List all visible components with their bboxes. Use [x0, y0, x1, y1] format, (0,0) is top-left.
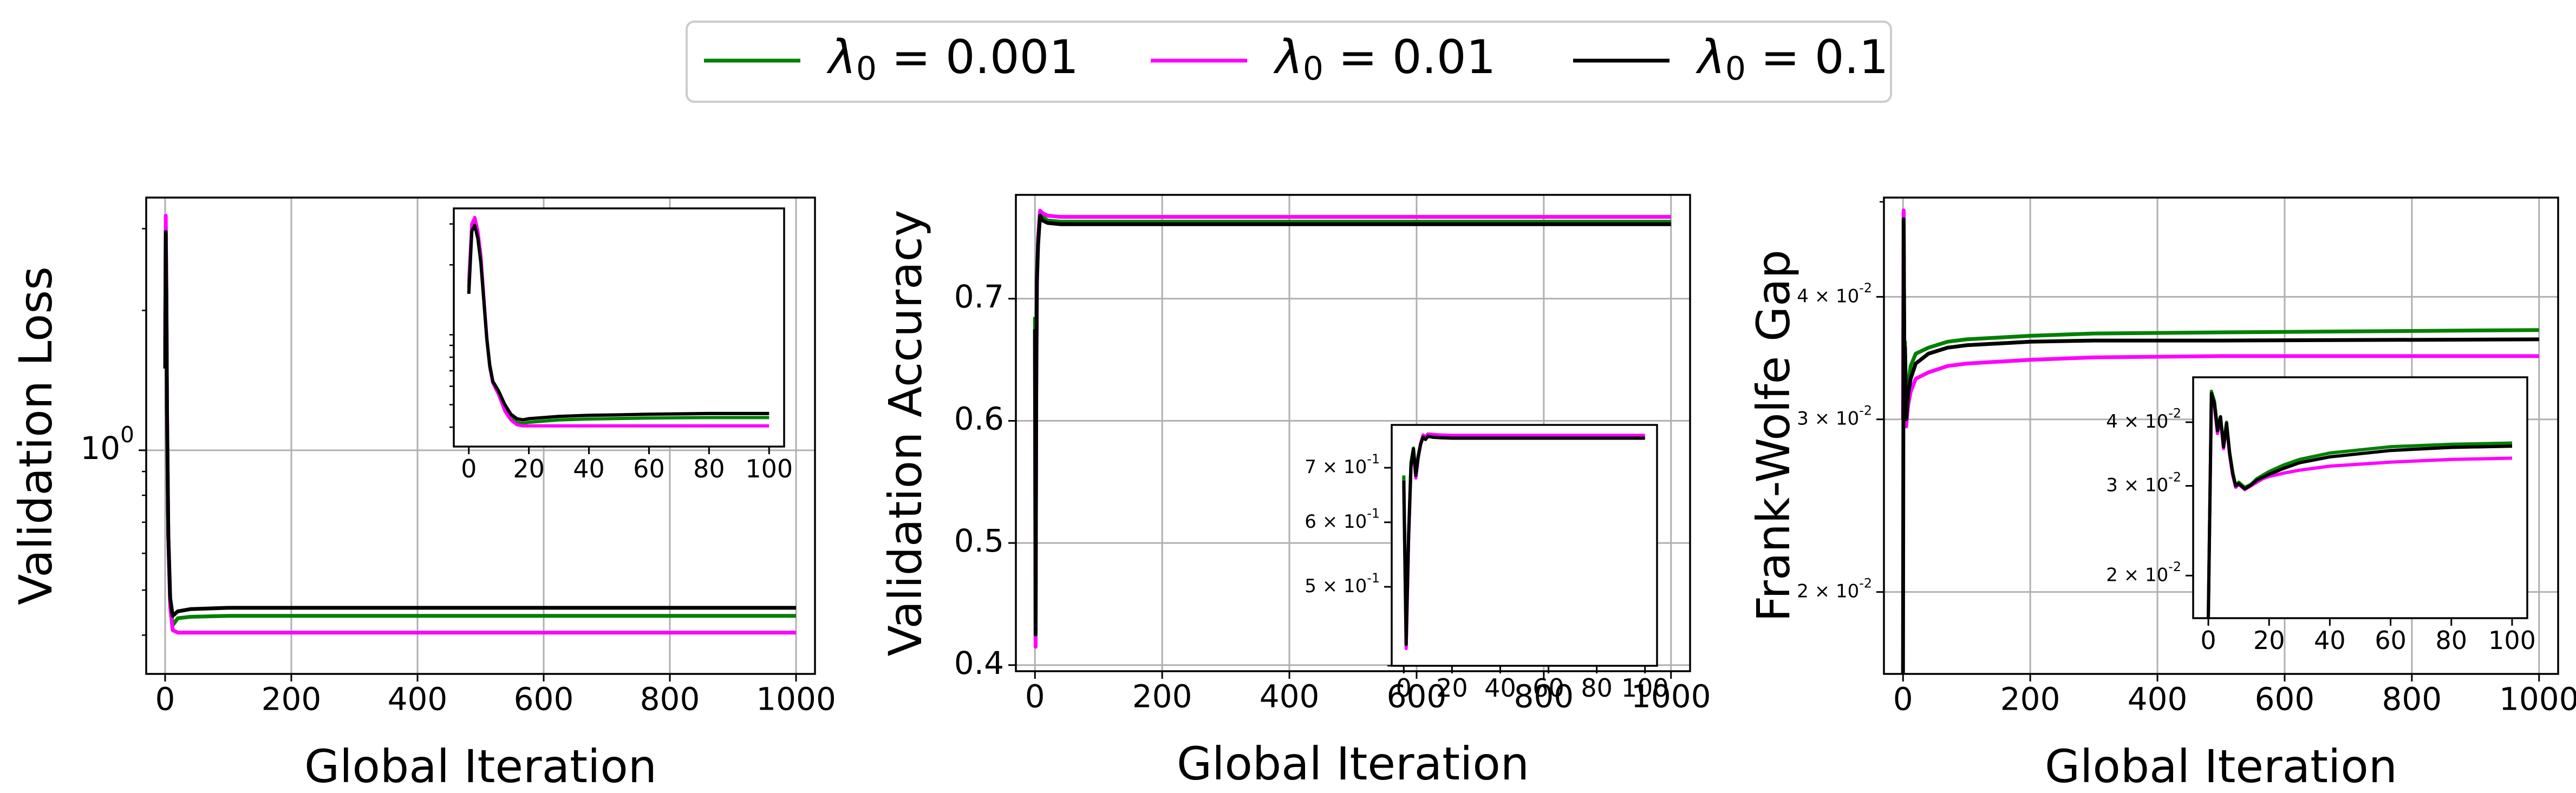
- chart-1-inset-ytick-label: 5 × 10-1: [1305, 570, 1380, 597]
- chart-2-xtick-label: 0: [1893, 680, 1913, 717]
- chart-0-frame: [145, 196, 816, 675]
- chart-0-xlabel: Global Iteration: [304, 740, 657, 793]
- chart-2-inset-ytick-label: 4 × 10-2: [2106, 405, 2181, 432]
- chart-2-ytick-label: 4 × 10-2: [1797, 280, 1872, 307]
- chart-0-xtick-label: 0: [155, 680, 175, 717]
- chart-1-xtick-label: 800: [1514, 678, 1574, 715]
- chart-1-inset-xtick-label: 0: [1396, 673, 1412, 703]
- chart-0-inset-xtick-label: 60: [633, 454, 665, 483]
- chart-1-inset-plot-area: [1392, 425, 1657, 666]
- chart-0-inset-series-2-line: [467, 224, 769, 422]
- legend: λ0 = 0.001 λ0 = 0.01 λ0 = 0.1: [686, 21, 1892, 103]
- chart-1-xlabel: Global Iteration: [1177, 737, 1529, 790]
- chart-0-ylabel: Validation Loss: [9, 266, 62, 605]
- chart-1-inset-ytick-label: 7 × 10-1: [1305, 451, 1380, 477]
- chart-0-xtick-label: 600: [514, 680, 574, 717]
- chart-0-xtick-label: 400: [388, 680, 448, 717]
- chart-2-xtick-label: 1000: [2499, 680, 2576, 717]
- chart-1-xtick-label: 200: [1132, 678, 1192, 715]
- chart-0-ytick-label: 100: [80, 422, 134, 467]
- chart-1-inset: 0 20 40 60 80 100 5 × 10-1 6 × 10-1 7 × 10-1: [1305, 424, 1669, 703]
- chart-1-frame: [1015, 194, 1691, 672]
- chart-0-xtick-label: 1000: [756, 680, 836, 717]
- legend-label-0: λ0 = 0.001: [826, 30, 1079, 87]
- chart-1-series-2-line: [1033, 213, 1671, 637]
- chart-1-inset-xtick-label: 60: [1532, 673, 1564, 703]
- chart-0-inset-xtick-label: 20: [513, 454, 545, 483]
- chart-1-xtick-label: 400: [1260, 678, 1320, 715]
- chart-1-inset-frame: [1391, 424, 1658, 667]
- chart-1-ylabel: Validation Accuracy: [879, 210, 932, 657]
- chart-2-inset-series-2-line: [2207, 392, 2513, 618]
- chart-0-inset-xtick-label: 40: [573, 454, 605, 483]
- chart-1-inset-ytick-label: 6 × 10-1: [1305, 506, 1380, 532]
- chart-2-inset: 0 20 40 60 80 100 2 × 10-2 3 × 10-2 4 × 10-2: [2106, 376, 2536, 655]
- legend-label-1: λ0 = 0.01: [1273, 30, 1496, 87]
- chart-1-ytick-label: 0.4: [954, 645, 1004, 681]
- chart-2-inset-ytick-label: 2 × 10-2: [2106, 559, 2181, 586]
- chart-2-frame: [1883, 196, 2559, 675]
- chart-2-inset-ytick-label: 3 × 10-2: [2106, 469, 2181, 496]
- chart-2-xtick-label: 600: [2255, 680, 2315, 717]
- chart-1-inset-series-2-line: [1402, 435, 1645, 646]
- chart-1-ytick-label: 0.5: [954, 522, 1004, 559]
- chart-2-inset-frame: [2192, 376, 2528, 619]
- chart-2-inset-plot-area: [2193, 377, 2527, 618]
- chart-1-ytick-label: 0.7: [954, 278, 1004, 315]
- chart-0-inset-xtick-label: 80: [693, 454, 725, 483]
- chart-1-inset-xtick-label: 20: [1436, 673, 1468, 703]
- chart-1-inset-xtick-label: 100: [1621, 673, 1669, 703]
- chart-0-series-2-line: [163, 230, 796, 618]
- chart-2-ylabel: Frank-Wolfe Gap: [1747, 250, 1800, 622]
- legend-label-2: λ0 = 0.1: [1695, 30, 1889, 87]
- chart-1-xtick-label: 1000: [1631, 678, 1711, 715]
- chart-2-xtick-label: 800: [2382, 680, 2442, 717]
- chart-1-xtick-label: 600: [1387, 678, 1447, 715]
- legend-box: [686, 21, 1892, 103]
- chart-0-inset-plot-area: [454, 208, 784, 447]
- chart-1-inset-xtick-label: 80: [1581, 673, 1613, 703]
- chart-0-inset: 0 20 40 60 80 100: [449, 207, 793, 483]
- chart-2-xtick-label: 200: [2000, 680, 2060, 717]
- chart-2-inset-xtick-label: 20: [2253, 626, 2285, 655]
- chart-2-series-2-line: [1901, 217, 2539, 674]
- chart-2-xlabel: Global Iteration: [2045, 740, 2397, 793]
- chart-0-xtick-label: 200: [262, 680, 322, 717]
- chart-2-inset-xtick-label: 100: [2488, 626, 2536, 655]
- chart-0-inset-frame: [453, 207, 785, 448]
- chart-1-inset-xtick-label: 40: [1484, 673, 1516, 703]
- chart-2-inset-xtick-label: 0: [2200, 626, 2216, 655]
- chart-2-inset-xtick-label: 60: [2375, 626, 2407, 655]
- chart-2-ytick-label: 3 × 10-2: [1797, 403, 1872, 429]
- chart-0-xtick-label: 800: [640, 680, 700, 717]
- chart-1-ytick-label: 0.6: [954, 401, 1004, 437]
- chart-2-ytick-label: 2 × 10-2: [1797, 575, 1872, 602]
- chart-2-inset-xtick-label: 40: [2314, 626, 2346, 655]
- chart-2-xtick-label: 400: [2128, 680, 2188, 717]
- chart-0-inset-xtick-label: 0: [461, 454, 477, 483]
- chart-2-inset-xtick-label: 80: [2435, 626, 2467, 655]
- chart-1-xtick-label: 0: [1025, 678, 1045, 715]
- chart-0-inset-xtick-label: 100: [745, 454, 793, 483]
